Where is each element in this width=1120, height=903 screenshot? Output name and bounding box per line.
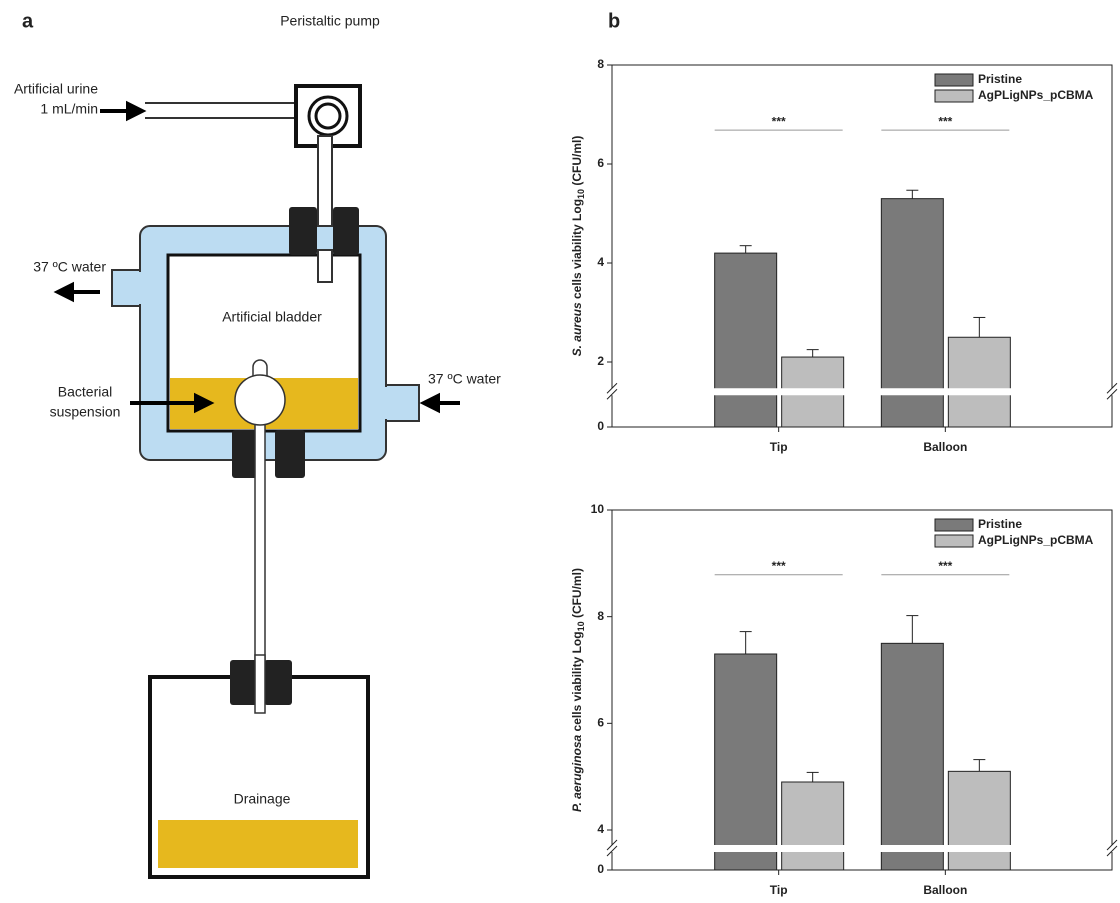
label: 1 mL/min [40, 101, 98, 117]
figure: a b Peristaltic pump Artificial urine 1 … [0, 0, 1120, 898]
significance-label: *** [938, 559, 952, 573]
label: 37 ºC water [428, 371, 501, 387]
axis-break [604, 388, 1120, 395]
y-tick-label: 8 [597, 57, 604, 71]
y-tick-label: 6 [597, 156, 604, 170]
label: Artificial bladder [222, 309, 322, 325]
y-tick-label: 8 [597, 609, 604, 623]
legend-swatch [935, 90, 973, 102]
stopper [333, 207, 359, 255]
significance-label: *** [772, 114, 786, 128]
y-axis-label-sub: 10 [576, 621, 586, 631]
x-tick-label: Tip [770, 440, 788, 454]
pump-rotor [316, 104, 340, 128]
y-axis-label-species: P. aeruginosa [570, 734, 584, 811]
label: Peristaltic pump [280, 13, 380, 29]
stopper [275, 430, 305, 478]
legend-swatch [935, 74, 973, 86]
y-axis-label-sub: 10 [576, 189, 586, 199]
significance-label: *** [938, 114, 952, 128]
bar [782, 782, 844, 870]
label: 37 ºC water [33, 259, 106, 275]
arrow [424, 396, 460, 410]
stopper [289, 207, 317, 255]
y-axis-label-unit: (CFU/ml) [570, 568, 584, 621]
significance-label: *** [772, 559, 786, 573]
y-tick-label: 10 [591, 502, 605, 516]
label: Drainage [234, 791, 291, 807]
y-tick-label: 6 [597, 716, 604, 730]
y-axis-label-text: cells viability Log [570, 199, 584, 302]
panel-label: b [608, 10, 620, 32]
arrow [100, 104, 142, 118]
arrow [58, 285, 100, 299]
legend-label: AgPLigNPs_pCBMA [978, 88, 1094, 102]
plot-frame [612, 65, 1112, 427]
y-axis-label: P. aeruginosa cells viability Log10 (CFU… [570, 568, 586, 812]
y-tick-label: 0 [597, 419, 604, 433]
y-axis-label: S. aureus cells viability Log10 (CFU/ml) [570, 136, 586, 357]
label: suspension [50, 404, 121, 420]
y-axis-label-species: S. aureus [570, 302, 584, 356]
water-inlet [380, 387, 410, 419]
bar [948, 337, 1010, 427]
legend-label: AgPLigNPs_pCBMA [978, 533, 1094, 547]
stopper [230, 660, 258, 705]
plot-frame [612, 510, 1112, 870]
x-tick-label: Balloon [923, 440, 967, 454]
bar [881, 643, 943, 870]
y-axis-label-text: cells viability Log [570, 631, 584, 734]
water-outlet [120, 272, 150, 304]
drainage-liquid [158, 820, 358, 868]
legend-swatch [935, 519, 973, 531]
label: Artificial urine [14, 81, 98, 97]
y-tick-label: 4 [597, 255, 604, 269]
y-tick-label: 4 [597, 822, 604, 836]
legend-swatch [935, 535, 973, 547]
y-axis-label-unit: (CFU/ml) [570, 136, 584, 189]
tube [318, 250, 332, 282]
axis-break [604, 845, 1120, 852]
stopper [264, 660, 292, 705]
catheter [255, 655, 265, 713]
bar [715, 654, 777, 870]
y-tick-label: 2 [597, 354, 604, 368]
x-tick-label: Balloon [923, 883, 967, 897]
panel-label: a [22, 10, 34, 32]
x-tick-label: Tip [770, 883, 788, 897]
bar [948, 771, 1010, 870]
legend-label: Pristine [978, 517, 1022, 531]
label: Bacterial [58, 384, 112, 400]
bar [715, 253, 777, 427]
y-tick-label: 0 [597, 862, 604, 876]
legend-label: Pristine [978, 72, 1022, 86]
diagram: a b Peristaltic pump Artificial urine 1 … [14, 10, 620, 877]
balloon [235, 375, 285, 425]
